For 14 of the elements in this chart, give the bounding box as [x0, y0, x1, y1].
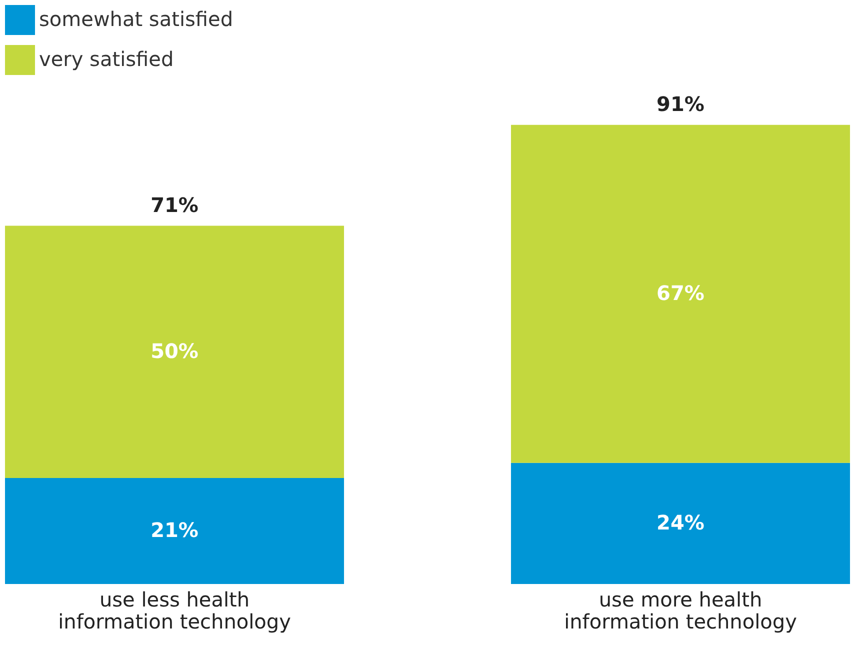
total-label: 71%	[150, 192, 198, 217]
legend-label: very satisfied	[39, 47, 174, 71]
legend-label: somewhat satisfied	[39, 7, 234, 31]
x-tick-label: use less health information technology	[58, 588, 292, 634]
bar	[5, 478, 344, 584]
data-label: 67%	[656, 280, 704, 305]
data-label: 21%	[150, 518, 198, 542]
bar	[5, 226, 344, 478]
total-label: 91%	[656, 92, 704, 116]
bar	[510, 124, 850, 463]
x-tick-label: use more health information technology	[564, 588, 798, 634]
data-label: 50%	[150, 338, 198, 363]
data-label: 24%	[656, 510, 704, 534]
bar	[510, 462, 850, 584]
